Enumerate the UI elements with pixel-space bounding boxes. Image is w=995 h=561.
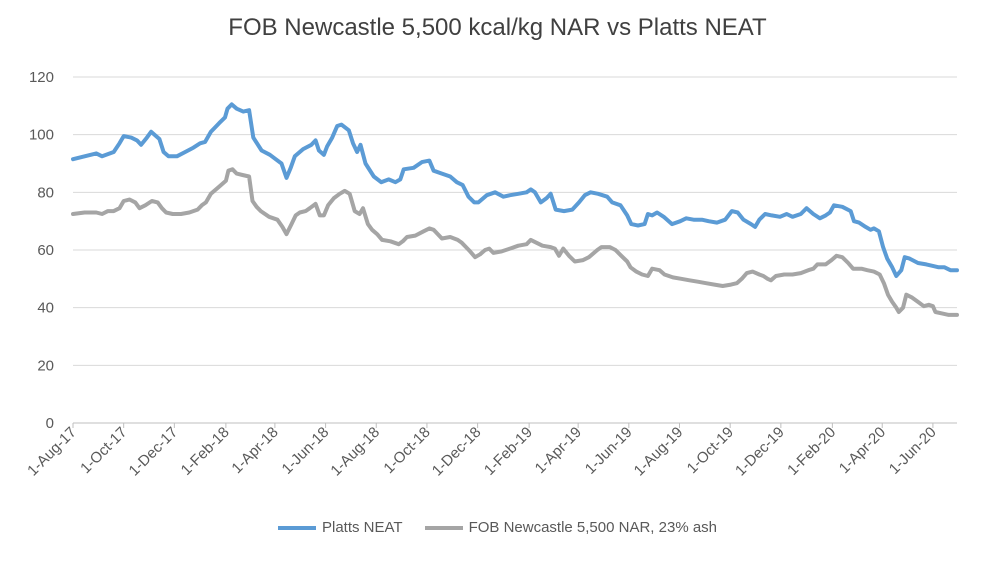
y-tick-label-0: 0 <box>46 415 54 432</box>
series-line-0 <box>71 102 959 278</box>
legend-swatch-platts-neat <box>277 525 316 530</box>
x-tick-label-13: 1-Oct-19 <box>684 424 737 477</box>
legend-label-platts-neat: Platts NEAT <box>321 519 403 536</box>
legend-item-fob-newcastle: FOB Newcastle 5,500 NAR, 23% ash <box>424 519 718 536</box>
x-tick-label-11: 1-Jun-19 <box>582 424 636 478</box>
legend-swatch-fob-newcastle <box>424 525 463 530</box>
x-tick-label-2: 1-Dec-17 <box>126 424 182 480</box>
x-tick-label-12: 1-Aug-19 <box>631 424 687 480</box>
x-tick-label-3: 1-Feb-18 <box>178 424 233 479</box>
x-tick-label-16: 1-Apr-20 <box>836 424 889 477</box>
y-tick-label-120: 120 <box>29 69 54 86</box>
chart-title: FOB Newcastle 5,500 kcal/kg NAR vs Platt… <box>228 14 767 41</box>
x-tick-label-10: 1-Apr-19 <box>532 424 585 477</box>
y-tick-label-100: 100 <box>29 127 54 144</box>
chart-legend: Platts NEAT FOB Newcastle 5,500 NAR, 23%… <box>0 519 995 536</box>
y-tick-label-40: 40 <box>37 300 54 317</box>
x-tick-label-9: 1-Feb-19 <box>481 424 536 479</box>
x-tick-label-4: 1-Apr-18 <box>228 424 281 477</box>
y-tick-label-80: 80 <box>37 184 54 201</box>
x-tick-label-7: 1-Oct-18 <box>380 424 433 477</box>
series-line-1 <box>71 167 959 317</box>
x-tick-label-17: 1-Jun-20 <box>886 424 940 478</box>
x-tick-label-1: 1-Oct-17 <box>77 424 130 477</box>
legend-label-fob-newcastle: FOB Newcastle 5,500 NAR, 23% ash <box>468 519 718 536</box>
x-tick-label-6: 1-Aug-18 <box>327 424 383 480</box>
y-tick-label-20: 20 <box>37 357 54 374</box>
x-tick-label-0: 1-Aug-17 <box>24 424 80 480</box>
x-tick-label-15: 1-Feb-20 <box>784 424 839 479</box>
x-tick-label-5: 1-Jun-18 <box>279 424 333 478</box>
legend-item-platts-neat: Platts NEAT <box>277 519 403 536</box>
x-tick-label-8: 1-Dec-18 <box>429 424 485 480</box>
x-tick-label-14: 1-Dec-19 <box>732 424 788 480</box>
y-tick-label-60: 60 <box>37 242 54 259</box>
